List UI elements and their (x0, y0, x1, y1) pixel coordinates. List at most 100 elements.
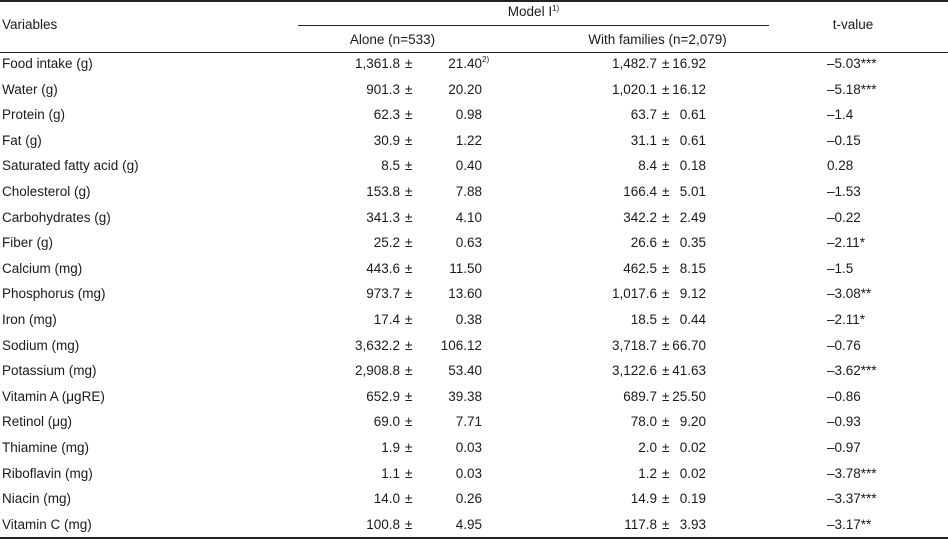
alone-mean-cell: 1.1 (381, 465, 400, 481)
table-row: Food intake (g) 1,361.8 ±21.40 2) 1,482.7 ±16… (0, 52, 948, 78)
table-row: Sodium (mg) 3,632.2 ±106.12 3,718.7 ±66.70 –0… (0, 334, 948, 360)
with-families-se-cell: 0.19 (679, 491, 706, 507)
with-families-se-cell: 3.93 (679, 516, 706, 532)
column-header-variables: Variables (2, 17, 58, 32)
with-families-mean-cell: 3,718.7 (611, 337, 657, 353)
with-families-se-cell: 16.12 (672, 81, 706, 97)
variable-cell: Saturated fatty acid (g) (2, 158, 139, 174)
plus-minus-sign: ± (662, 235, 670, 251)
variable-cell: Food intake (g) (2, 56, 93, 71)
with-families-se-cell: 0.44 (679, 311, 706, 327)
table-row: Iron (mg) 17.4 ±0.38 18.5 ±0.44 –2.11* (0, 308, 948, 334)
plus-minus-sign: ± (662, 286, 670, 302)
with-families-se-cell: 0.35 (679, 235, 706, 251)
table-row: Calcium (mg) 443.6 ±11.50 462.5 ±8.15 –1.5 (0, 257, 948, 283)
t-value-cell: –5.18*** (827, 81, 877, 97)
t-value-cell: 0.28 (827, 158, 854, 174)
alone-mean-cell: 443.6 (366, 260, 400, 276)
alone-mean-cell: 153.8 (366, 183, 400, 199)
plus-minus-sign: ± (662, 81, 670, 97)
with-families-mean-cell: 8.4 (638, 158, 657, 174)
with-families-mean-cell: 26.6 (630, 235, 657, 251)
variable-cell: Niacin (mg) (2, 491, 72, 507)
alone-se-cell: 0.03 (455, 439, 482, 455)
alone-se-cell: 0.98 (455, 107, 482, 123)
alone-se-cell: 1.22 (455, 132, 482, 148)
with-families-mean-cell: 117.8 (624, 516, 657, 532)
alone-se-cell: 21.40 (448, 56, 482, 71)
alone-mean-cell: 1,361.8 (354, 56, 400, 71)
with-families-se-cell: 25.50 (672, 388, 706, 404)
plus-minus-sign: ± (405, 209, 413, 225)
plus-minus-sign: ± (662, 465, 670, 481)
header-bottom-rule (0, 52, 948, 53)
table-row: Potassium (mg) 2,908.8 ±53.40 3,122.6 ±41.63… (0, 359, 948, 385)
t-value-cell: –0.86 (827, 388, 861, 404)
with-families-se-cell: 66.70 (672, 337, 706, 353)
plus-minus-sign: ± (662, 491, 670, 507)
with-families-se-cell: 9.20 (679, 414, 706, 430)
plus-minus-sign: ± (662, 132, 670, 148)
model-label: Model I (507, 4, 553, 19)
plus-minus-sign: ± (405, 107, 413, 123)
table-row: Cholesterol (g) 153.8 ±7.88 166.4 ±5.01 –1.53 (0, 180, 948, 206)
alone-mean-cell: 30.9 (373, 132, 400, 148)
t-value-cell: –1.5 (827, 260, 854, 276)
alone-mean-cell: 8.5 (381, 158, 400, 174)
variable-cell: Thiamine (mg) (2, 439, 90, 455)
t-value-cell: –3.78*** (827, 465, 877, 481)
model-footnote-marker: 1) (552, 4, 560, 13)
table-bottom-rule (0, 537, 948, 539)
alone-se-cell: 0.38 (455, 311, 482, 327)
t-value-cell: –0.22 (827, 209, 861, 225)
variable-cell: Cholesterol (g) (2, 183, 91, 199)
alone-se-cell: 13.60 (448, 286, 482, 302)
alone-se-cell: 20.20 (448, 81, 482, 97)
with-families-se-cell: 9.12 (679, 286, 706, 302)
variable-cell: Calcium (mg) (2, 260, 83, 276)
plus-minus-sign: ± (662, 337, 670, 353)
alone-se-cell: 4.10 (455, 209, 482, 225)
plus-minus-sign: ± (405, 260, 413, 276)
plus-minus-sign: ± (405, 158, 413, 174)
variable-cell: Vitamin C (mg) (2, 516, 92, 532)
variable-cell: Retinol (μg) (2, 414, 73, 430)
plus-minus-sign: ± (662, 414, 670, 430)
variable-cell: Phosphorus (mg) (2, 286, 106, 302)
with-families-mean-cell: 78.0 (630, 414, 657, 430)
table-row: Niacin (mg) 14.0 ±0.26 14.9 ±0.19 –3.37*** (0, 487, 948, 513)
plus-minus-sign: ± (405, 56, 413, 71)
column-header-alone: Alone (n=533) (349, 32, 436, 47)
with-families-mean-cell: 2.0 (638, 439, 657, 455)
t-value-cell: –0.93 (827, 414, 861, 430)
with-families-se-cell: 0.61 (679, 132, 706, 148)
with-families-mean-cell: 1,017.6 (611, 286, 657, 302)
with-families-mean-cell: 63.7 (630, 107, 657, 123)
variable-cell: Sodium (mg) (2, 337, 80, 353)
t-value-cell: –2.11* (827, 235, 866, 251)
alone-mean-cell: 14.0 (373, 491, 400, 507)
with-families-se-cell: 8.15 (679, 260, 706, 276)
variable-cell: Iron (mg) (2, 311, 57, 327)
with-families-mean-cell: 14.9 (630, 491, 657, 507)
with-families-mean-cell: 31.1 (630, 132, 657, 148)
alone-se-cell: 4.95 (455, 516, 482, 532)
table-body: Food intake (g) 1,361.8 ±21.40 2) 1,482.7 ±16… (0, 52, 948, 538)
alone-mean-cell: 341.3 (366, 209, 400, 225)
table-row: Thiamine (mg) 1.9 ±0.03 2.0 ±0.02 –0.97 (0, 436, 948, 462)
t-value-cell: –0.15 (827, 132, 861, 148)
table-row: Saturated fatty acid (g) 8.5 ±0.40 8.4 ±0.18… (0, 154, 948, 180)
with-families-mean-cell: 166.4 (623, 183, 657, 199)
plus-minus-sign: ± (405, 439, 413, 455)
alone-mean-cell: 1.9 (381, 439, 400, 455)
plus-minus-sign: ± (405, 235, 413, 251)
alone-se-cell: 0.03 (455, 465, 482, 481)
table-row: Fat (g) 30.9 ±1.22 31.1 ±0.61 –0.15 (0, 129, 948, 155)
t-value-cell: –3.62*** (827, 363, 877, 379)
with-families-mean-cell: 1,482.7 (611, 56, 657, 71)
table-row: Fiber (g) 25.2 ±0.63 26.6 ±0.35 –2.11* (0, 231, 948, 257)
column-header-model: Model I1) (298, 4, 769, 19)
plus-minus-sign: ± (662, 260, 670, 276)
plus-minus-sign: ± (662, 311, 670, 327)
plus-minus-sign: ± (405, 363, 413, 379)
